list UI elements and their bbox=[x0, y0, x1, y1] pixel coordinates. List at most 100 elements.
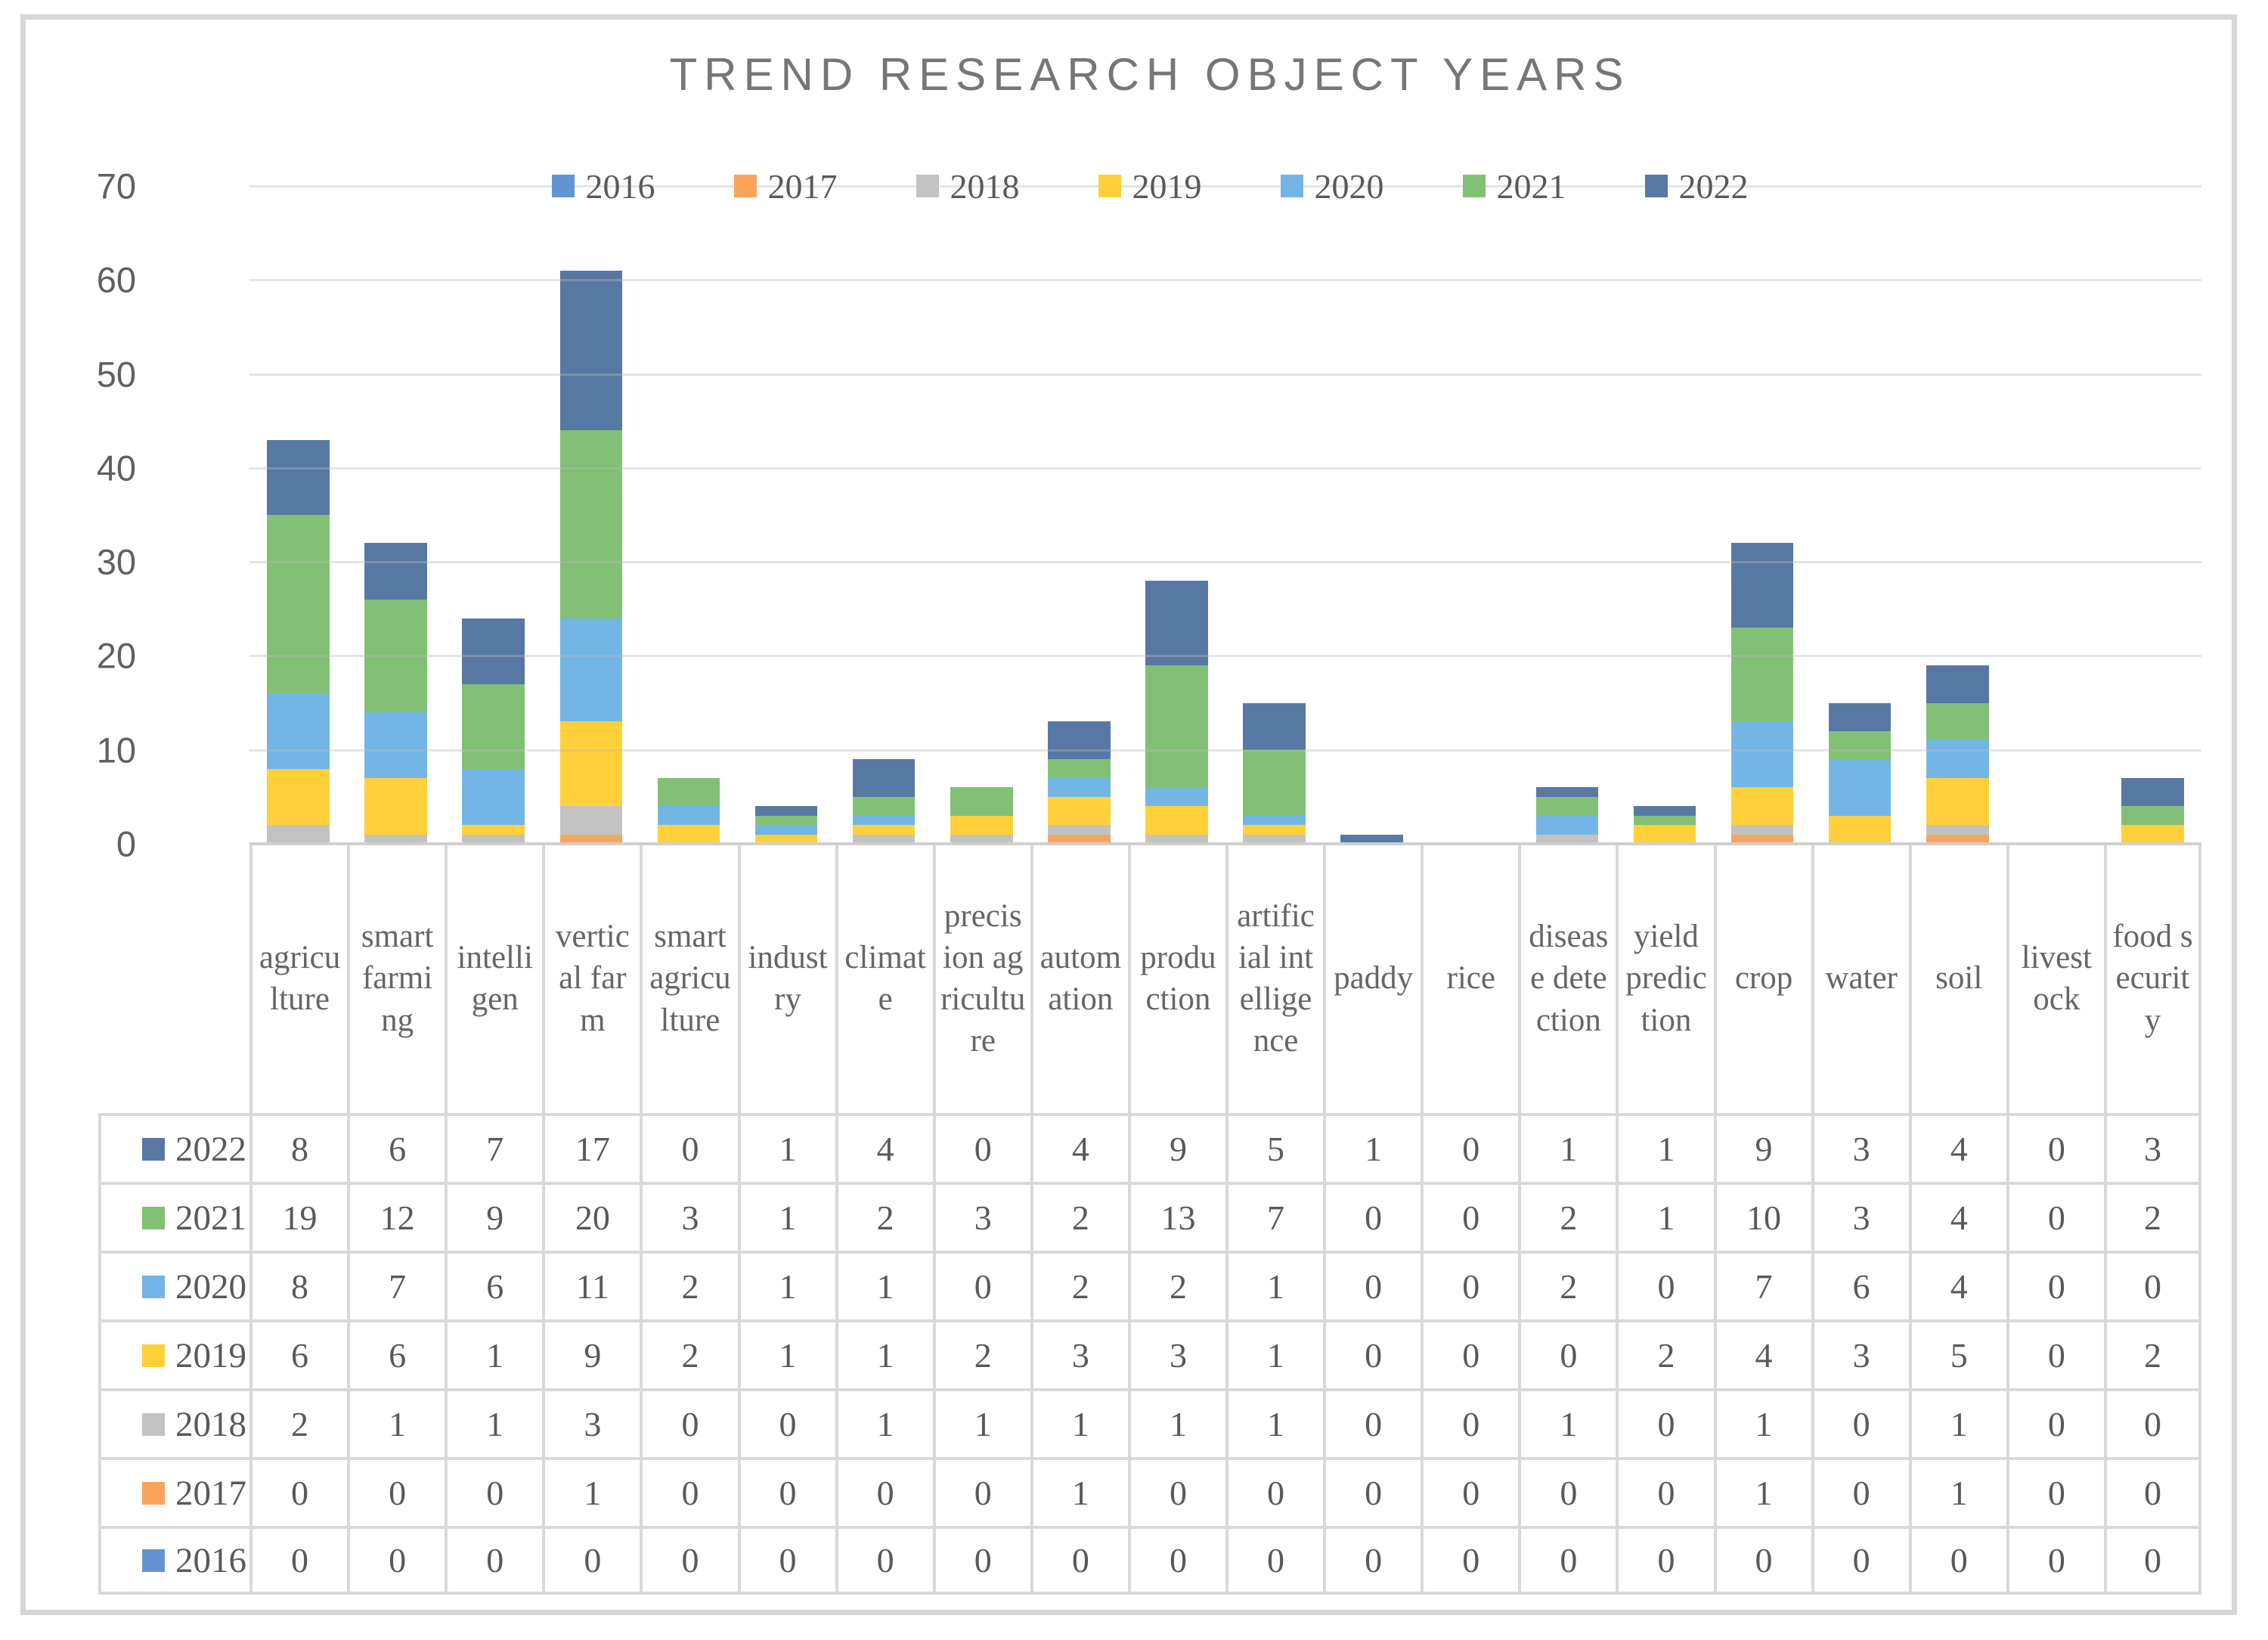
value-cell: 0 bbox=[1908, 1526, 2006, 1595]
row-header: 2017 bbox=[98, 1457, 249, 1526]
category-header-gutter bbox=[98, 844, 249, 1113]
value-cell: 0 bbox=[1616, 1526, 1714, 1595]
bar-segment-2018 bbox=[267, 825, 330, 844]
value-cell: 9 bbox=[445, 1182, 543, 1251]
value-cell: 0 bbox=[249, 1457, 348, 1526]
value-cell: 5 bbox=[1908, 1319, 2006, 1388]
bar-segment-2019 bbox=[559, 721, 623, 807]
value-cell: 9 bbox=[1713, 1113, 1811, 1182]
row-header-swatch bbox=[142, 1137, 165, 1161]
bar-segment-2021 bbox=[1730, 628, 1794, 722]
value-cell: 0 bbox=[932, 1457, 1030, 1526]
value-cell: 2 bbox=[932, 1319, 1030, 1388]
value-cell: 0 bbox=[1811, 1457, 1909, 1526]
value-cell: 1 bbox=[835, 1388, 933, 1457]
bar-segment-2018 bbox=[1048, 825, 1111, 835]
value-cell: 4 bbox=[1908, 1113, 2006, 1182]
bar-segment-2021 bbox=[657, 778, 720, 807]
bar-column bbox=[835, 186, 933, 844]
value-cell: 4 bbox=[835, 1113, 933, 1182]
bar-stack bbox=[462, 186, 525, 844]
value-cell: 0 bbox=[2006, 1251, 2104, 1319]
value-cell: 0 bbox=[1616, 1457, 1714, 1526]
bar-stack bbox=[2121, 186, 2184, 844]
legend-label: 2021 bbox=[1496, 166, 1566, 206]
value-cell: 0 bbox=[1323, 1319, 1421, 1388]
bar-segment-2021 bbox=[754, 815, 818, 826]
value-cell: 20 bbox=[542, 1182, 640, 1251]
value-cell: 0 bbox=[1421, 1388, 1519, 1457]
value-cell: 1 bbox=[1908, 1388, 2006, 1457]
bar-segment-2019 bbox=[754, 834, 818, 844]
value-cell: 6 bbox=[445, 1251, 543, 1319]
value-cell: 1 bbox=[1908, 1457, 2006, 1526]
value-cell: 0 bbox=[932, 1251, 1030, 1319]
bar-segment-2018 bbox=[1926, 825, 1989, 835]
row-header: 2016 bbox=[98, 1526, 249, 1595]
legend-item: 2019 bbox=[1098, 166, 1202, 206]
bar-stack bbox=[1145, 186, 1208, 844]
bar-segment-2021 bbox=[852, 796, 916, 816]
bar-segment-2019 bbox=[364, 778, 427, 835]
legend-item: 2017 bbox=[733, 166, 838, 206]
y-axis-label: 50 bbox=[96, 354, 136, 395]
bar-segment-2019 bbox=[1828, 815, 1892, 844]
row-header-label: 2022 bbox=[175, 1129, 246, 1169]
bar-segment-2020 bbox=[1926, 740, 1989, 779]
value-cell: 0 bbox=[1323, 1457, 1421, 1526]
bar-segment-2019 bbox=[267, 768, 330, 826]
bar-column bbox=[1518, 186, 1616, 844]
bar-segment-2018 bbox=[852, 834, 916, 844]
bar-segment-2021 bbox=[2121, 806, 2184, 826]
value-cell: 2 bbox=[1518, 1182, 1616, 1251]
bar-segment-2018 bbox=[559, 806, 623, 835]
category-header-cell: smart farming bbox=[347, 844, 445, 1113]
legend: 2016 2017 2018 2019 2020 2021 2022 bbox=[98, 165, 2201, 207]
row-header-swatch bbox=[142, 1481, 165, 1505]
bar-column bbox=[933, 186, 1030, 844]
row-header-label: 2020 bbox=[175, 1266, 246, 1307]
value-cell: 2 bbox=[1127, 1251, 1225, 1319]
category-header-cell: soil bbox=[1908, 844, 2006, 1113]
table-row: 2017 0 0 0 1 0 0 0 0 1 0 0 0 0 0 0 1 0 1 0 0 bbox=[98, 1457, 2201, 1526]
value-cell: 3 bbox=[1811, 1113, 1909, 1182]
value-cell: 1 bbox=[1225, 1388, 1324, 1457]
table-row: 2016 0 0 0 0 0 0 0 0 0 0 0 0 0 0 0 0 0 0 0 0 bbox=[98, 1526, 2201, 1595]
bar-segment-2021 bbox=[1633, 815, 1696, 826]
bar-segment-2020 bbox=[1243, 815, 1306, 826]
value-cell: 0 bbox=[1225, 1526, 1324, 1595]
value-cell: 0 bbox=[1127, 1526, 1225, 1595]
bar-column bbox=[1714, 186, 1811, 844]
value-cell: 3 bbox=[542, 1388, 640, 1457]
value-cell: 1 bbox=[737, 1251, 835, 1319]
value-cell: 4 bbox=[1713, 1319, 1811, 1388]
bar-segment-2020 bbox=[1535, 815, 1599, 835]
value-cell: 1 bbox=[1518, 1113, 1616, 1182]
legend-label: 2022 bbox=[1678, 166, 1749, 206]
category-header-cell: automation bbox=[1030, 844, 1128, 1113]
category-header-cell: disease detection bbox=[1518, 844, 1616, 1113]
bar-segment-2020 bbox=[1730, 721, 1794, 788]
value-cell: 0 bbox=[2103, 1251, 2201, 1319]
bar-segment-2018 bbox=[1243, 834, 1306, 844]
value-cell: 0 bbox=[1811, 1388, 1909, 1457]
value-cell: 1 bbox=[1030, 1388, 1128, 1457]
y-axis-label: 30 bbox=[96, 541, 136, 582]
bar-segment-2020 bbox=[657, 806, 720, 826]
plot-area bbox=[249, 185, 2201, 845]
value-cell: 1 bbox=[835, 1251, 933, 1319]
bar-segment-2022 bbox=[754, 806, 818, 816]
value-cell: 0 bbox=[347, 1457, 445, 1526]
value-cell: 1 bbox=[835, 1319, 933, 1388]
bar-stack bbox=[950, 186, 1013, 844]
bar-segment-2022 bbox=[1535, 787, 1599, 797]
bar-segment-2018 bbox=[1535, 834, 1599, 844]
bar-segment-2020 bbox=[1145, 787, 1208, 807]
value-cell: 0 bbox=[1323, 1388, 1421, 1457]
legend-item: 2021 bbox=[1462, 166, 1566, 206]
row-header-swatch bbox=[142, 1344, 165, 1367]
bar-segment-2020 bbox=[1828, 759, 1892, 816]
bar-segment-2018 bbox=[950, 834, 1013, 844]
bar-stack bbox=[1828, 186, 1892, 844]
bar-column bbox=[1811, 186, 1909, 844]
